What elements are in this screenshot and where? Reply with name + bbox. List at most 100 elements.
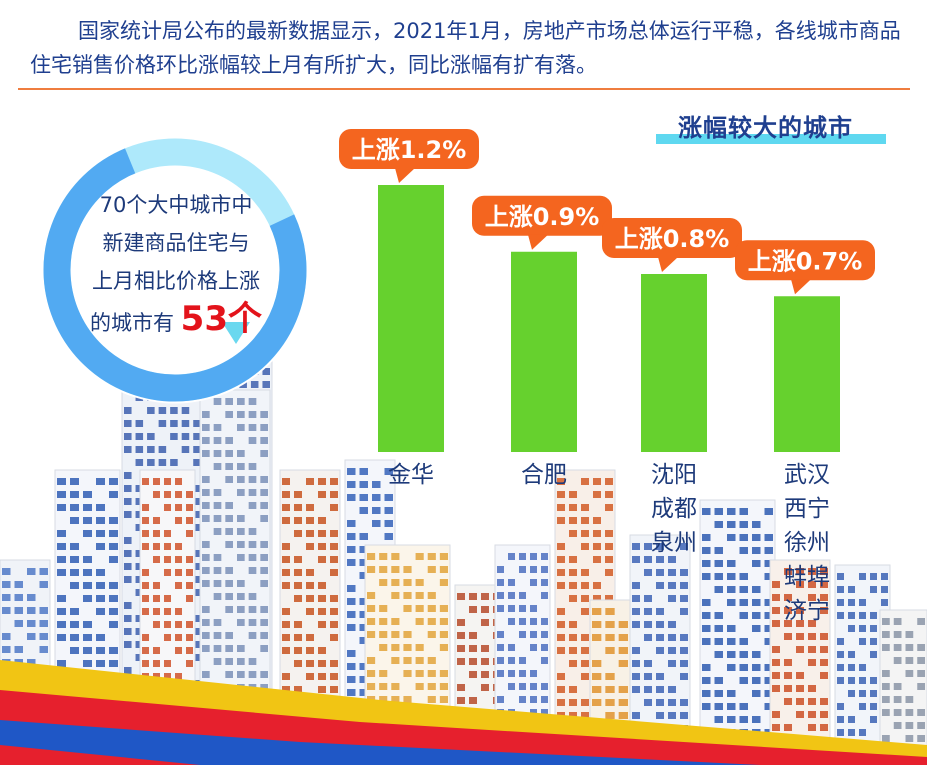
building-window [519,605,526,612]
building-window [481,645,489,652]
building-window [318,543,326,550]
building-window [147,459,155,466]
building-window [260,541,268,548]
building-window [403,605,412,612]
building-window [347,676,356,683]
building-window [519,553,526,560]
building-window [680,660,688,667]
building-window [260,502,268,509]
building-window [248,619,257,626]
building-window [668,595,676,602]
building-window [739,716,748,723]
building-window [202,437,210,444]
building-window [282,647,290,654]
building-window [318,491,326,498]
building-window [135,550,144,557]
building-window [668,621,676,628]
building-window [808,581,816,588]
building-window [752,521,761,528]
building-window [306,608,314,615]
building-window [668,660,676,667]
building-window [439,696,448,703]
building-window [96,504,105,511]
building-window [439,631,448,638]
building-window [882,683,890,690]
building-window [142,634,149,641]
building-window [541,657,548,664]
building-window [593,556,601,563]
building-window [248,593,257,600]
building-window [164,660,171,667]
building-window [848,716,855,723]
building-window [427,683,436,690]
building-window [605,673,615,680]
building-window [83,595,92,602]
building-window [605,608,615,615]
building-window [752,664,761,671]
building-window [605,478,613,485]
building-window [882,709,890,716]
building-window [764,612,773,619]
building-window [372,520,381,527]
building-window [379,618,388,625]
building-window [752,547,761,554]
building-window [848,625,855,632]
building-window [497,657,504,664]
skyline-building [879,609,927,765]
building-window [882,670,890,677]
building-window [347,663,356,670]
building-window [656,556,664,563]
building-window [541,644,548,651]
building-window [379,553,388,560]
building-window [870,716,877,723]
building-window [237,450,245,457]
building-window [318,517,326,524]
building-window [870,573,877,580]
building-window [541,709,548,716]
building-window [541,696,548,703]
building-window [569,647,577,654]
building-window [202,515,210,522]
building-window [644,556,652,563]
building-window [248,437,257,444]
building-window [330,530,338,537]
building-window [714,703,723,710]
building-window [481,593,489,600]
building-window [644,569,652,576]
building-window [124,446,132,453]
building-window [656,543,664,550]
header-divider [18,88,910,90]
building-window [752,625,761,632]
building-window [248,554,257,561]
building-window [70,647,79,654]
building-window [237,593,245,600]
building-window [569,504,577,511]
building-window [142,478,149,485]
building-window [702,690,711,697]
building-window [193,446,201,453]
building-window [469,658,477,665]
building-window [893,683,902,690]
building-window [237,424,245,431]
building-window [306,530,314,537]
building-window [508,644,515,651]
building-window [497,670,504,677]
building-window [330,595,338,602]
building-window [569,634,577,641]
building-window [57,608,66,615]
building-window [557,556,565,563]
building-window [225,463,233,470]
building-window [796,633,804,640]
building-window [727,625,736,632]
building-window [142,647,149,654]
building-window [644,699,652,706]
building-window [124,537,132,544]
building-window [135,628,144,635]
building-window [808,685,816,692]
building-window [820,594,828,601]
building-window [469,671,477,678]
building-window [202,580,210,587]
building-window [202,424,210,431]
skyline-building [769,559,831,765]
building-window [605,634,615,641]
